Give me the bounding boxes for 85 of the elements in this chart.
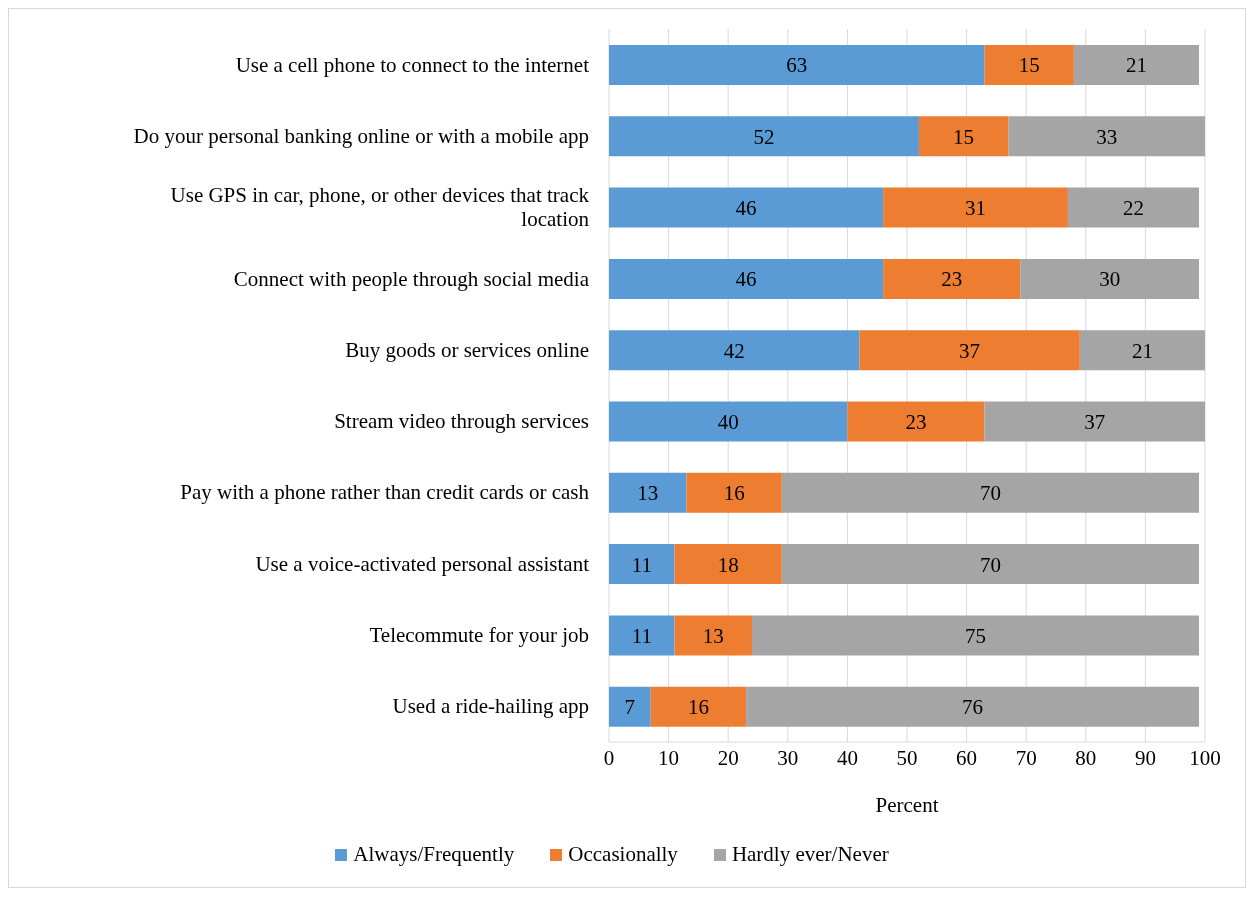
data-label: 46 bbox=[735, 196, 757, 221]
bar bbox=[674, 615, 753, 656]
legend-label: Always/Frequently bbox=[352, 842, 515, 867]
x-axis-title: Percent bbox=[875, 793, 939, 817]
bar bbox=[609, 116, 919, 157]
x-tick-label: 50 bbox=[896, 745, 918, 770]
y-tick-label: Pay with a phone rather than credit cards or cash bbox=[180, 480, 590, 505]
data-label: 70 bbox=[979, 552, 1001, 577]
y-tick-label: Use a voice-activated personal assistant bbox=[255, 551, 590, 576]
data-label: 63 bbox=[786, 53, 808, 78]
bar bbox=[686, 472, 782, 513]
data-label: 18 bbox=[717, 552, 739, 577]
data-label: 21 bbox=[1125, 53, 1147, 78]
bar bbox=[883, 187, 1068, 228]
data-label: 37 bbox=[1084, 409, 1106, 434]
data-label: 76 bbox=[962, 695, 984, 720]
data-label: 16 bbox=[687, 695, 709, 720]
x-tick-label: 30 bbox=[777, 745, 799, 770]
y-tick-label: Connect with people through social media bbox=[233, 266, 590, 291]
y-tick-label: Use GPS in car, phone, or other devices that track location bbox=[170, 183, 590, 232]
y-tick-label: Buy goods or services online bbox=[345, 337, 589, 362]
bar bbox=[650, 686, 747, 727]
data-label: 23 bbox=[905, 409, 927, 434]
bar bbox=[1079, 330, 1205, 371]
x-tick-label: 80 bbox=[1075, 745, 1097, 770]
x-tick-label: 40 bbox=[836, 745, 858, 770]
x-tick-label: 100 bbox=[1189, 745, 1221, 770]
bar bbox=[609, 615, 675, 656]
x-tick-label: 60 bbox=[956, 745, 978, 770]
data-label: 75 bbox=[965, 623, 987, 648]
x-tick-label: 10 bbox=[658, 745, 680, 770]
bar bbox=[781, 472, 1200, 513]
bar bbox=[609, 472, 687, 513]
bar bbox=[781, 544, 1200, 585]
data-label: 11 bbox=[631, 623, 652, 648]
data-label: 22 bbox=[1122, 196, 1144, 221]
y-tick-label: Do your personal banking online or with a mobile app bbox=[133, 123, 589, 148]
bar bbox=[752, 615, 1200, 656]
bar bbox=[984, 45, 1074, 85]
bar bbox=[918, 116, 1009, 157]
bar bbox=[1073, 45, 1200, 85]
x-tick-label: 90 bbox=[1134, 745, 1156, 770]
y-tick-label: Used a ride-hailing app bbox=[392, 694, 589, 719]
y-tick-label: Telecommute for your job bbox=[369, 623, 589, 648]
data-label: 37 bbox=[959, 338, 981, 363]
bar bbox=[1067, 187, 1200, 228]
data-label: 70 bbox=[979, 481, 1001, 506]
x-tick-label: 0 bbox=[603, 745, 615, 770]
data-label: 15 bbox=[1018, 53, 1040, 78]
data-label: 52 bbox=[753, 124, 775, 149]
data-label: 13 bbox=[702, 623, 724, 648]
data-label: 40 bbox=[717, 409, 739, 434]
data-label: 33 bbox=[1096, 124, 1118, 149]
bar bbox=[847, 401, 985, 442]
y-tick-label: Stream video through services bbox=[334, 409, 589, 434]
bar bbox=[609, 330, 860, 371]
bar bbox=[883, 258, 1021, 299]
bar bbox=[984, 401, 1205, 442]
x-tick-label: 70 bbox=[1015, 745, 1037, 770]
bar bbox=[1020, 258, 1200, 299]
data-label: 15 bbox=[953, 124, 975, 149]
legend-label: Occasionally bbox=[567, 842, 678, 867]
bar bbox=[1008, 116, 1205, 157]
bar bbox=[674, 544, 782, 585]
data-label: 30 bbox=[1099, 267, 1121, 292]
bar bbox=[609, 686, 651, 727]
x-tick-label: 20 bbox=[717, 745, 739, 770]
data-label: 16 bbox=[723, 481, 745, 506]
bar bbox=[609, 544, 675, 585]
bar bbox=[609, 187, 884, 228]
data-label: 11 bbox=[631, 552, 652, 577]
bar bbox=[609, 258, 884, 299]
data-label: 21 bbox=[1131, 338, 1153, 363]
data-label: 42 bbox=[723, 338, 745, 363]
data-label: 13 bbox=[637, 481, 659, 506]
data-label: 31 bbox=[965, 196, 987, 221]
y-tick-label: Use a cell phone to connect to the internet bbox=[235, 52, 590, 77]
bar bbox=[609, 401, 848, 442]
legend-label: Hardly ever/Never bbox=[730, 842, 889, 867]
bar bbox=[609, 45, 985, 85]
bar bbox=[859, 330, 1080, 371]
data-label: 7 bbox=[624, 695, 636, 720]
bar bbox=[746, 686, 1200, 727]
data-label: 23 bbox=[941, 267, 963, 292]
data-label: 46 bbox=[735, 267, 757, 292]
